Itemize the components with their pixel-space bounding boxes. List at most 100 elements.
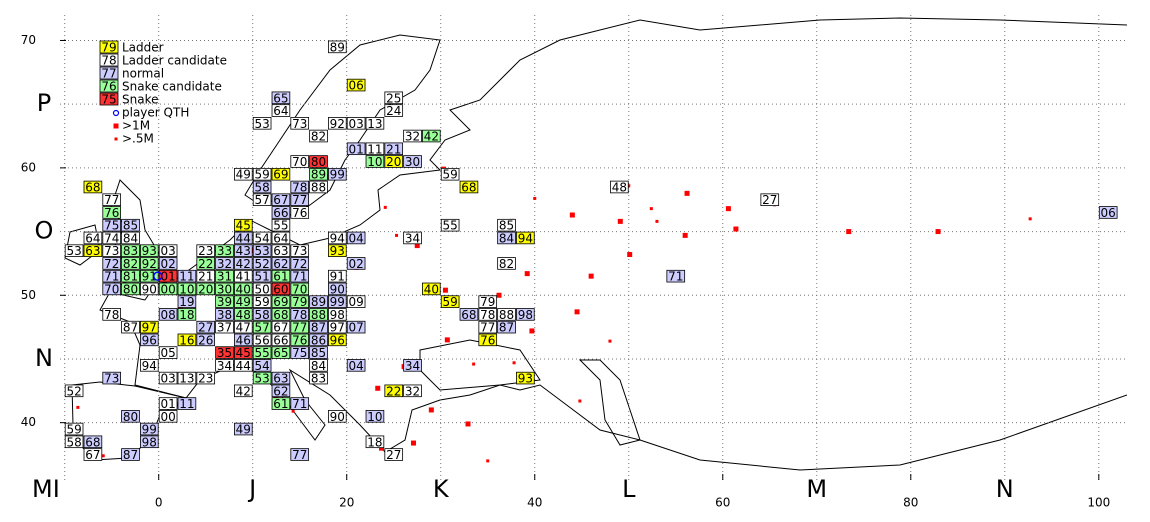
city-marker — [486, 459, 490, 463]
grid-square — [365, 155, 385, 168]
square-label: 84 — [499, 231, 514, 245]
city-marker — [725, 206, 731, 212]
grid-square — [478, 320, 498, 334]
square-label: 13 — [179, 372, 194, 386]
grid-square — [234, 422, 253, 436]
square-label: 35 — [217, 346, 232, 360]
square-label: 03 — [160, 372, 175, 386]
square-label: 59 — [442, 168, 457, 182]
city-marker — [414, 243, 420, 249]
square-label: 30 — [405, 155, 420, 169]
square-label: 34 — [405, 231, 420, 245]
grid-square — [271, 371, 291, 385]
square-label: 58 — [254, 308, 269, 322]
grid-square — [158, 397, 178, 410]
field-label: M — [806, 475, 827, 503]
x-tick-label: 0 — [155, 496, 163, 510]
square-label: 71 — [292, 397, 307, 411]
square-label: 53 — [66, 244, 81, 258]
legend-label: Snake — [122, 93, 158, 107]
grid-square — [309, 295, 328, 308]
square-label: 98 — [142, 435, 157, 449]
city-marker — [649, 207, 653, 211]
grid-square — [309, 371, 328, 385]
square-label: 58 — [66, 435, 81, 449]
grid-square — [252, 180, 272, 194]
square-label: 68 — [461, 180, 476, 194]
city-marker — [655, 219, 659, 223]
square-label: 66 — [273, 206, 288, 220]
grid-square — [252, 167, 272, 181]
square-label: 63 — [85, 244, 100, 258]
square-label: 72 — [104, 257, 119, 271]
square-label: 78 — [292, 180, 307, 194]
grid-square — [440, 167, 460, 181]
grid-square — [140, 320, 159, 334]
grid-square — [196, 371, 216, 385]
city-marker — [578, 399, 582, 403]
grid-square — [102, 218, 122, 232]
grid-square — [309, 167, 328, 181]
grid-square — [177, 371, 197, 385]
square-label: 47 — [236, 321, 251, 335]
square-label: 52 — [66, 384, 81, 398]
grid-square — [346, 231, 366, 245]
grid-square — [234, 384, 253, 398]
square-label: 68 — [85, 180, 100, 194]
square-label: 40 — [236, 282, 251, 296]
grid-square — [102, 231, 122, 245]
square-label: 91 — [142, 270, 157, 284]
grid-square — [177, 282, 197, 296]
grid-square — [234, 282, 253, 296]
square-label: 21 — [198, 270, 213, 284]
square-label: 85 — [123, 219, 138, 233]
city-marker — [935, 229, 941, 235]
grid-square — [196, 244, 216, 257]
square-label: 88 — [311, 308, 326, 322]
grid-square — [83, 244, 103, 257]
square-label: 32 — [405, 130, 420, 144]
grid-square — [252, 359, 272, 372]
player-qth — [153, 271, 163, 281]
city-marker — [76, 405, 80, 409]
grid-square — [252, 282, 272, 296]
square-label: 04 — [348, 359, 363, 373]
field-label: P — [37, 89, 51, 117]
square-label: 30 — [217, 282, 232, 296]
square-label: 76 — [480, 333, 495, 347]
square-label: 62 — [273, 257, 288, 271]
grid-square — [403, 231, 422, 245]
square-label: 78 — [292, 308, 307, 322]
grid-square — [83, 448, 103, 461]
square-label: 51 — [254, 270, 269, 284]
square-label: 69 — [273, 295, 288, 309]
square-label: 06 — [348, 79, 363, 93]
legend-sample: 76 — [101, 80, 116, 94]
square-label: 01 — [160, 270, 175, 284]
square-label: 08 — [160, 308, 175, 322]
square-label: 60 — [273, 282, 288, 296]
grid-square — [290, 397, 310, 410]
square-label: 00 — [160, 282, 175, 296]
grid-square — [102, 206, 122, 219]
square-label: 64 — [85, 231, 100, 245]
legend-swatch — [99, 40, 119, 54]
grid-square — [328, 320, 347, 334]
grid-square — [215, 359, 234, 372]
square-label: 73 — [292, 117, 307, 131]
y-tick-label: 60 — [21, 160, 36, 174]
grid-square — [252, 371, 272, 385]
y-tick-label: 70 — [21, 33, 36, 47]
square-label: 85 — [499, 219, 514, 233]
square-label: 77 — [104, 193, 119, 207]
grid-square — [234, 244, 253, 257]
square-label: 11 — [367, 142, 382, 156]
city-marker — [608, 339, 612, 343]
grid-square — [158, 282, 178, 296]
grid-square — [158, 269, 178, 283]
city-marker — [375, 385, 381, 391]
grid-square — [177, 308, 197, 321]
city-marker — [627, 252, 633, 258]
square-label: 94 — [330, 231, 345, 245]
